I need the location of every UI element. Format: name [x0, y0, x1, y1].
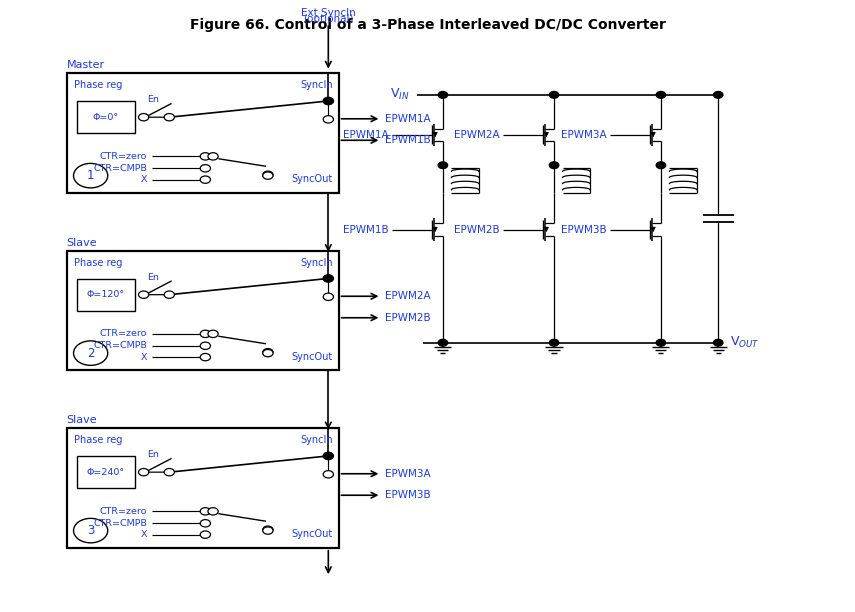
Text: Master: Master: [67, 61, 105, 70]
Text: CTR=zero: CTR=zero: [99, 152, 147, 161]
Text: CTR=CMPB: CTR=CMPB: [93, 341, 147, 350]
Text: Slave: Slave: [67, 416, 97, 425]
Text: EPWM3B: EPWM3B: [385, 490, 430, 500]
Circle shape: [262, 172, 273, 179]
Circle shape: [262, 171, 273, 179]
Circle shape: [549, 339, 559, 346]
Circle shape: [262, 527, 273, 534]
Bar: [77, 457, 135, 488]
Text: EPWM2B: EPWM2B: [454, 225, 499, 234]
Circle shape: [164, 291, 174, 298]
Circle shape: [200, 520, 210, 527]
Text: CTR=CMPB: CTR=CMPB: [93, 164, 147, 173]
Circle shape: [200, 165, 210, 172]
Bar: [67, 428, 339, 548]
Circle shape: [439, 162, 448, 168]
Text: EPWM3A: EPWM3A: [561, 130, 606, 140]
Circle shape: [323, 275, 333, 282]
Circle shape: [200, 531, 210, 539]
Circle shape: [208, 508, 218, 515]
Text: EPWM2A: EPWM2A: [385, 291, 430, 301]
Text: En: En: [147, 95, 159, 104]
Circle shape: [200, 508, 210, 515]
Circle shape: [139, 291, 149, 298]
Circle shape: [262, 349, 273, 357]
Text: X: X: [140, 175, 147, 184]
Text: SyncOut: SyncOut: [292, 352, 333, 362]
Circle shape: [323, 471, 333, 478]
Bar: [77, 101, 135, 133]
Circle shape: [200, 330, 210, 338]
Circle shape: [262, 526, 273, 534]
Text: 3: 3: [87, 524, 94, 537]
Circle shape: [439, 91, 448, 98]
Circle shape: [713, 91, 722, 98]
Text: EPWM3A: EPWM3A: [385, 469, 430, 479]
Circle shape: [200, 342, 210, 349]
Text: Φ=120°: Φ=120°: [87, 290, 125, 299]
Text: Phase reg: Phase reg: [74, 80, 122, 90]
Circle shape: [200, 153, 210, 160]
Text: EPWM1A: EPWM1A: [343, 130, 388, 140]
Text: (optional): (optional): [303, 15, 354, 24]
Bar: [77, 278, 135, 310]
Text: SyncIn: SyncIn: [300, 258, 333, 267]
Text: SyncOut: SyncOut: [292, 174, 333, 184]
Bar: [67, 73, 339, 193]
Circle shape: [208, 153, 218, 160]
Circle shape: [200, 176, 210, 184]
Circle shape: [139, 469, 149, 476]
Text: SyncIn: SyncIn: [300, 80, 333, 90]
Text: SyncIn: SyncIn: [300, 435, 333, 445]
Circle shape: [164, 469, 174, 476]
Text: EPWM1B: EPWM1B: [343, 225, 388, 234]
Text: Φ=0°: Φ=0°: [93, 113, 119, 122]
Text: EPWM2B: EPWM2B: [385, 313, 430, 323]
Text: Figure 66. Control of a 3-Phase Interleaved DC/DC Converter: Figure 66. Control of a 3-Phase Interlea…: [190, 18, 665, 32]
Circle shape: [657, 91, 665, 98]
Text: V$_{OUT}$: V$_{OUT}$: [730, 335, 760, 350]
Text: X: X: [140, 353, 147, 362]
Text: En: En: [147, 273, 159, 282]
Circle shape: [657, 339, 665, 346]
Text: Phase reg: Phase reg: [74, 258, 122, 267]
Text: Slave: Slave: [67, 238, 97, 248]
Circle shape: [439, 339, 448, 346]
Bar: [67, 251, 339, 370]
Circle shape: [323, 452, 333, 460]
Circle shape: [208, 330, 218, 338]
Circle shape: [657, 162, 665, 168]
Circle shape: [164, 113, 174, 121]
Text: EPWM1A: EPWM1A: [385, 114, 430, 124]
Circle shape: [713, 339, 722, 346]
Text: CTR=zero: CTR=zero: [99, 507, 147, 516]
Text: EPWM2A: EPWM2A: [454, 130, 499, 140]
Text: SyncOut: SyncOut: [292, 529, 333, 539]
Text: Ext SyncIn: Ext SyncIn: [301, 9, 356, 18]
Text: V$_{IN}$: V$_{IN}$: [390, 88, 410, 102]
Text: 2: 2: [87, 346, 94, 360]
Text: 1: 1: [87, 169, 94, 182]
Text: EPWM3B: EPWM3B: [561, 225, 606, 234]
Circle shape: [323, 97, 333, 105]
Text: EPWM1B: EPWM1B: [385, 135, 430, 145]
Text: Phase reg: Phase reg: [74, 435, 122, 445]
Circle shape: [200, 354, 210, 361]
Text: En: En: [147, 450, 159, 459]
Text: CTR=zero: CTR=zero: [99, 329, 147, 338]
Circle shape: [549, 91, 559, 98]
Circle shape: [549, 162, 559, 168]
Text: X: X: [140, 530, 147, 539]
Circle shape: [262, 349, 273, 356]
Circle shape: [139, 113, 149, 121]
Text: Φ=240°: Φ=240°: [87, 468, 125, 477]
Text: CTR=CMPB: CTR=CMPB: [93, 519, 147, 528]
Circle shape: [323, 116, 333, 123]
Circle shape: [323, 293, 333, 300]
